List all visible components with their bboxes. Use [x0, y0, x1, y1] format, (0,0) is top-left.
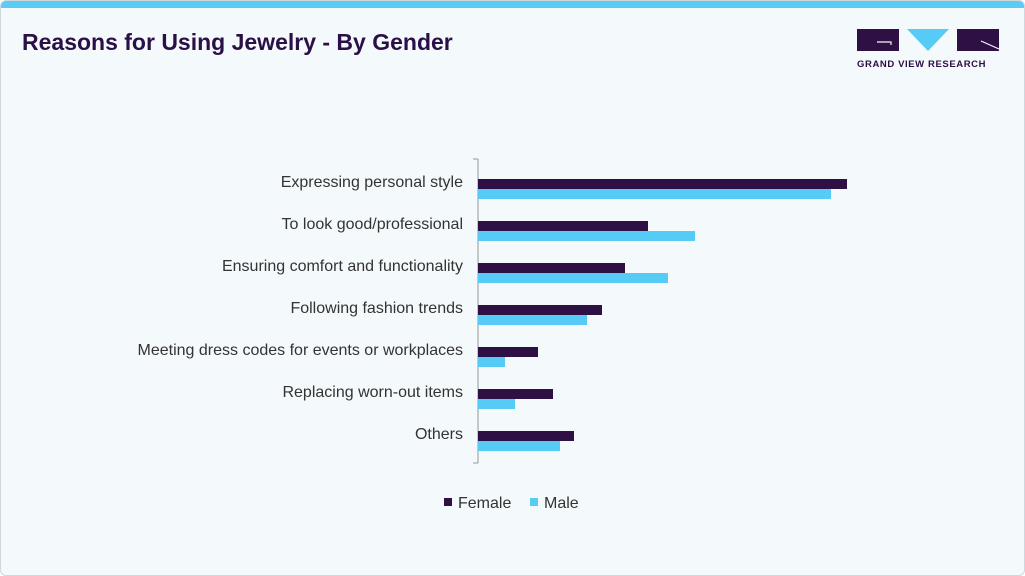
bar-male — [478, 273, 668, 283]
category-label: Meeting dress codes for events or workpl… — [138, 342, 463, 359]
bar-male — [478, 399, 515, 409]
grand-view-research-logo — [857, 29, 999, 51]
bar-male — [478, 231, 695, 241]
page-title: Reasons for Using Jewelry - By Gender — [22, 29, 453, 55]
category-label: Expressing personal style — [281, 174, 463, 191]
legend-label-male: Male — [544, 495, 579, 512]
legend-label-female: Female — [458, 495, 511, 512]
legend-swatch-female — [444, 498, 452, 506]
bar-female — [478, 389, 553, 399]
bar-female — [478, 347, 538, 357]
bar-male — [478, 441, 560, 451]
accent-bar — [1, 1, 1024, 8]
logo-text: GRAND VIEW RESEARCH — [857, 59, 987, 70]
bar-female — [478, 221, 648, 231]
bar-male — [478, 315, 587, 325]
bar-female — [478, 263, 625, 273]
category-label: Ensuring comfort and functionality — [222, 258, 463, 275]
bar-male — [478, 357, 505, 367]
bar-male — [478, 189, 831, 199]
category-label: Others — [415, 426, 463, 443]
legend-swatch-male — [530, 498, 538, 506]
category-label: Following fashion trends — [290, 300, 463, 317]
bar-female — [478, 305, 602, 315]
bar-female — [478, 431, 574, 441]
bar-female — [478, 179, 847, 189]
category-label: To look good/professional — [282, 216, 463, 233]
category-label: Replacing worn-out items — [282, 384, 463, 401]
